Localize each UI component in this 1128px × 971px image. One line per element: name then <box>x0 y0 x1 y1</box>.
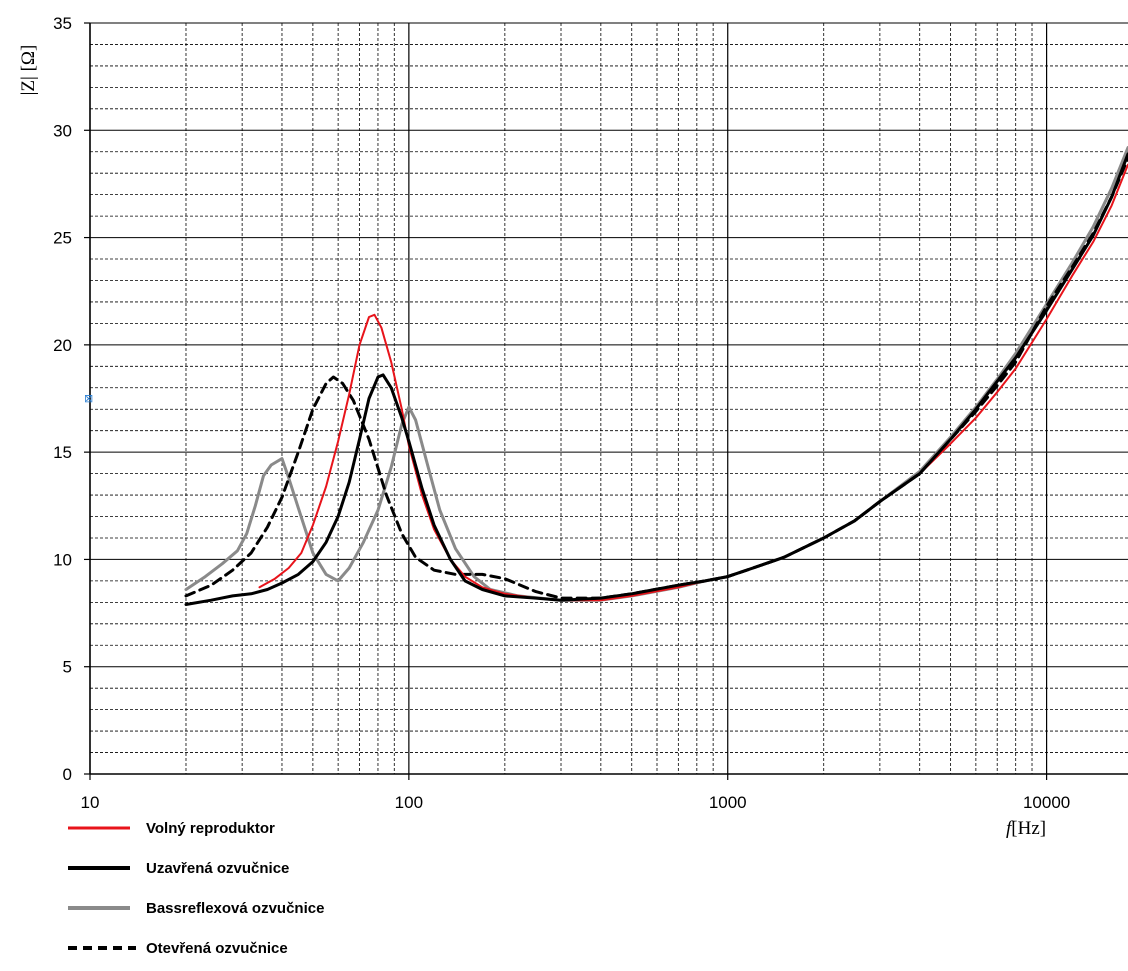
x-tick-label: 100 <box>395 793 423 812</box>
x-tick-label: 10000 <box>1023 793 1070 812</box>
y-tick-label: 25 <box>53 229 72 248</box>
series-layer <box>184 146 1128 606</box>
y-tick-label: 0 <box>63 765 72 784</box>
y-tick-label: 5 <box>63 658 72 677</box>
y-tick-label: 30 <box>53 121 72 140</box>
legend-label: Volný reproduktor <box>146 820 275 837</box>
axis-layer: 0 5 10 15 20 25 30 35 10 100 1000 10000 <box>53 14 1128 812</box>
y-tick-label: 20 <box>53 336 72 355</box>
y-axis-title: |Z| [Ω] <box>18 45 39 96</box>
series-line-1 <box>184 152 1128 606</box>
legend-label: Uzavřená ozvučnice <box>146 860 289 877</box>
legend: Volný reproduktor Uzavřená ozvučnice Bassr… <box>68 820 324 957</box>
grid <box>89 22 1128 775</box>
x-axis-title: f[Hz] <box>1006 818 1046 839</box>
series-line-3 <box>184 156 1128 600</box>
y-tick-label: 10 <box>53 550 72 569</box>
y-tick-label: 35 <box>53 14 72 33</box>
y-tick-label: 15 <box>53 443 72 462</box>
legend-label: Bassreflexová ozvučnice <box>146 900 324 917</box>
legend-label: Otevřená ozvučnice <box>146 940 288 957</box>
selection-marker-icon: ⊠ <box>84 392 93 405</box>
x-tick-label: 1000 <box>709 793 747 812</box>
x-tick-label: 10 <box>81 793 100 812</box>
